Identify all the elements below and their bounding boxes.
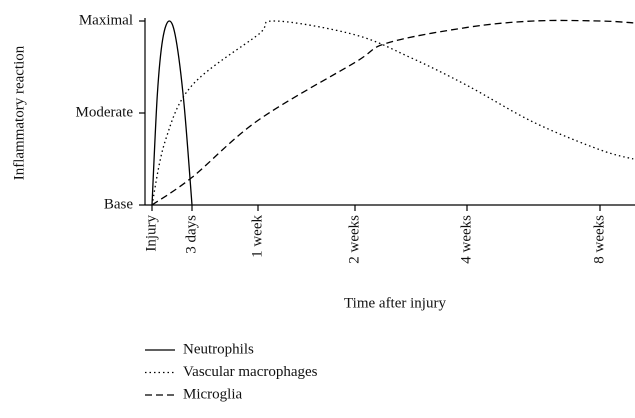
legend-label: Neutrophils xyxy=(183,341,254,357)
legend-label: Vascular macrophages xyxy=(183,364,318,380)
y-tick-label: Moderate xyxy=(76,104,134,120)
x-tick-label: 1 week xyxy=(249,215,265,258)
x-tick-label: 8 weeks xyxy=(591,215,607,264)
legend-label: Microglia xyxy=(183,386,242,402)
x-axis-label: Time after injury xyxy=(344,295,446,311)
line xyxy=(151,20,634,206)
x-tick-label: 3 days xyxy=(183,215,199,254)
line xyxy=(151,20,193,206)
y-tick-label: Base xyxy=(104,196,134,212)
line xyxy=(151,19,634,206)
x-tick-label: 4 weeks xyxy=(458,215,474,264)
x-tick-label: Injury xyxy=(143,215,159,252)
y-tick-label: Maximal xyxy=(79,12,133,28)
y-axis-label: Inflammatory reaction xyxy=(11,45,27,180)
x-tick-label: 2 weeks xyxy=(346,215,362,264)
